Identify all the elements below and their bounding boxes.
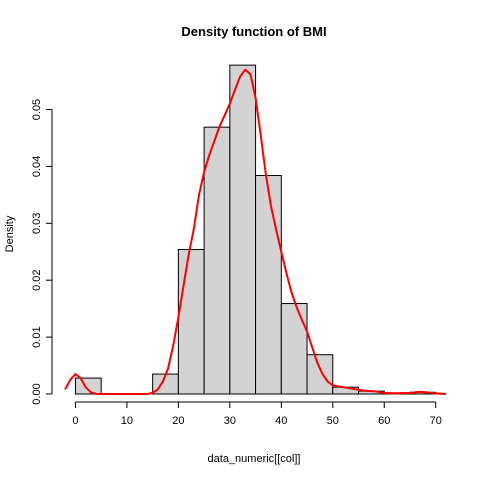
- y-tick-label-1: 0.01: [31, 326, 43, 347]
- x-tick-label-5: 50: [327, 415, 339, 427]
- histogram-bar-8: [280, 303, 308, 395]
- histogram-bar-0: [74, 377, 102, 395]
- x-axis: 0 10 20 30 40 50 60 70: [72, 401, 442, 427]
- y-tick-label-5: 0.05: [31, 99, 43, 120]
- histogram-bar-4: [177, 248, 205, 395]
- y-axis-label: Density: [4, 215, 16, 252]
- y-tick-label-0: 0.00: [31, 383, 43, 404]
- histogram-bars: [74, 64, 437, 395]
- x-tick-label-3: 30: [224, 415, 236, 427]
- x-tick-label-7: 70: [430, 415, 442, 427]
- x-tick-label-2: 20: [172, 415, 184, 427]
- histogram-bar-7: [255, 175, 282, 395]
- x-tick-label-4: 40: [275, 415, 287, 427]
- y-axis: 0.00 0.01 0.02 0.03 0.04 0.05: [31, 99, 53, 405]
- x-tick-label-6: 60: [378, 415, 390, 427]
- x-tick-label-1: 10: [121, 415, 133, 427]
- y-tick-label-3: 0.03: [31, 213, 43, 234]
- y-tick-label-4: 0.04: [31, 156, 43, 177]
- density-curve-layer: [64, 68, 447, 395]
- histogram-bar-9: [306, 354, 334, 395]
- histogram-bar-5: [203, 126, 231, 395]
- density-curve-line: [64, 68, 447, 395]
- chart-title: Density function of BMI: [181, 24, 326, 39]
- x-axis-label: data_numeric[[col]]: [208, 453, 301, 465]
- x-tick-label-0: 0: [72, 415, 78, 427]
- histogram-bar-6: [229, 64, 257, 395]
- y-tick-label-2: 0.02: [31, 269, 43, 290]
